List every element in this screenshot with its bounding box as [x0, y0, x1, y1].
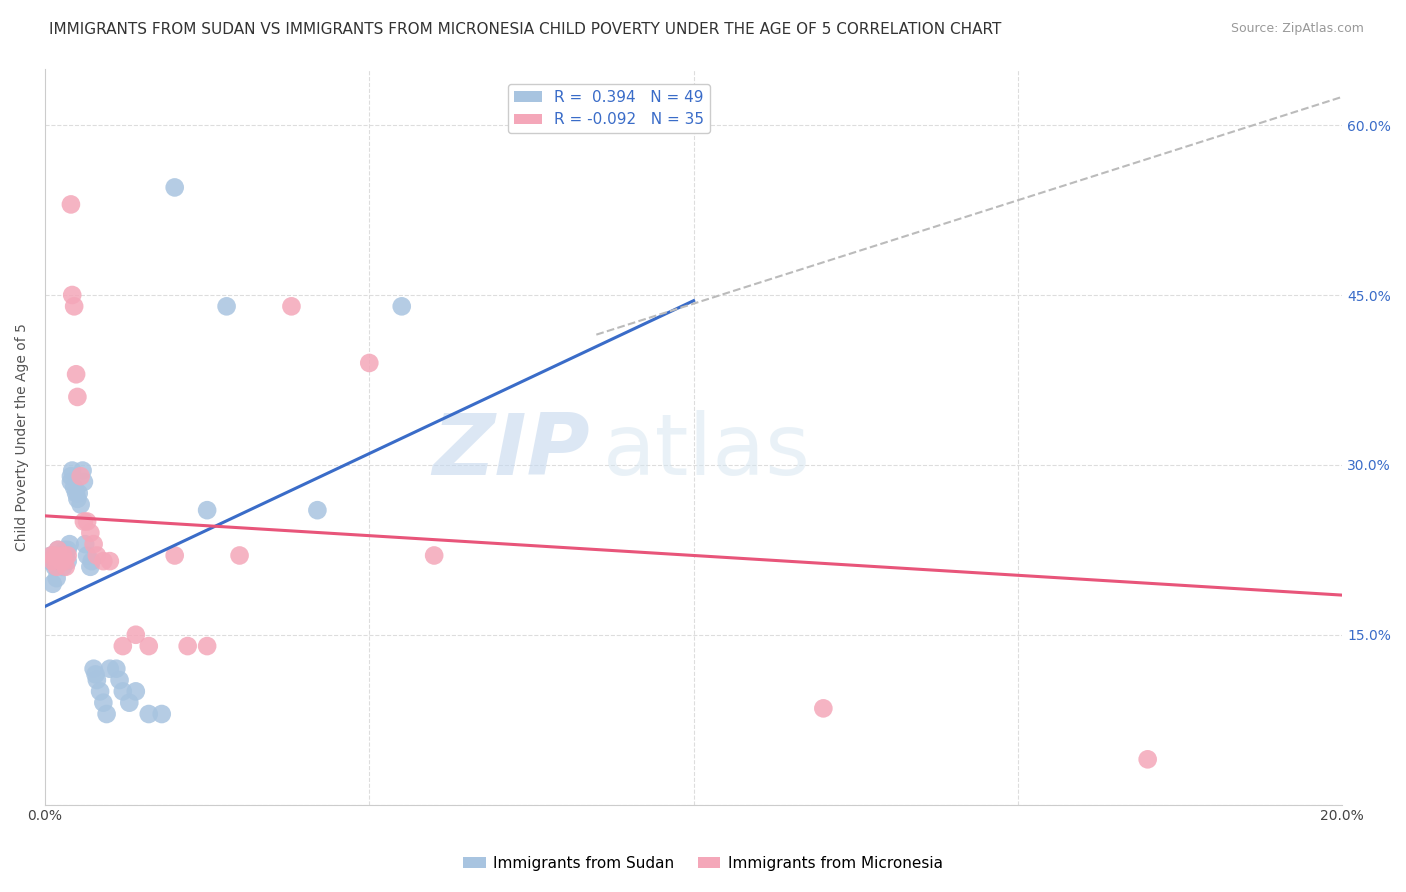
Point — [73, 475, 96, 489]
Point — [41, 549, 63, 563]
Point — [79, 525, 101, 540]
Point — [59, 537, 82, 551]
Point — [56, 554, 79, 568]
Point — [72, 464, 94, 478]
Point — [69, 498, 91, 512]
Point — [44, 559, 66, 574]
Point — [86, 549, 108, 563]
Point — [46, 542, 69, 557]
Point — [45, 559, 67, 574]
Point — [83, 662, 105, 676]
Point — [59, 469, 82, 483]
Point — [79, 559, 101, 574]
Point — [41, 549, 63, 563]
Point — [51, 554, 73, 568]
Point — [176, 639, 198, 653]
Point — [105, 662, 128, 676]
Point — [53, 542, 76, 557]
Point — [51, 554, 73, 568]
Point — [55, 549, 77, 563]
Text: atlas: atlas — [603, 409, 811, 492]
Point — [76, 515, 98, 529]
Point — [111, 639, 134, 653]
Point — [52, 549, 75, 563]
Point — [60, 464, 83, 478]
Point — [39, 554, 62, 568]
Point — [75, 537, 97, 551]
Point — [83, 537, 105, 551]
Point — [42, 576, 65, 591]
Point — [51, 549, 73, 563]
Point — [55, 559, 77, 574]
Point — [65, 368, 87, 382]
Point — [59, 197, 82, 211]
Text: Source: ZipAtlas.com: Source: ZipAtlas.com — [1230, 22, 1364, 36]
Point — [76, 549, 98, 563]
Point — [46, 542, 69, 557]
Point — [53, 554, 76, 568]
Point — [111, 684, 134, 698]
Point — [66, 390, 89, 404]
Point — [138, 706, 160, 721]
Point — [89, 684, 111, 698]
Point — [280, 299, 302, 313]
Point — [67, 486, 90, 500]
Point — [60, 288, 83, 302]
Point — [56, 549, 79, 563]
Point — [69, 469, 91, 483]
Point — [215, 299, 238, 313]
Point — [65, 486, 87, 500]
Point — [93, 696, 115, 710]
Point — [63, 299, 86, 313]
Point — [98, 554, 121, 568]
Point — [1136, 752, 1159, 766]
Point — [84, 667, 107, 681]
Point — [118, 696, 141, 710]
Point — [150, 706, 173, 721]
Point — [59, 475, 82, 489]
Point — [73, 515, 96, 529]
Point — [45, 571, 67, 585]
Point — [53, 554, 76, 568]
Point — [423, 549, 446, 563]
Point — [813, 701, 835, 715]
Point — [195, 639, 218, 653]
Point — [138, 639, 160, 653]
Point — [44, 549, 66, 563]
Point — [86, 673, 108, 687]
Point — [125, 628, 148, 642]
Point — [56, 542, 79, 557]
Point — [195, 503, 218, 517]
Point — [163, 549, 186, 563]
Point — [307, 503, 329, 517]
Point — [125, 684, 148, 698]
Point — [163, 180, 186, 194]
Text: ZIP: ZIP — [432, 409, 591, 492]
Point — [108, 673, 131, 687]
Point — [96, 706, 118, 721]
Point — [42, 554, 65, 568]
Point — [48, 550, 70, 565]
Point — [93, 554, 115, 568]
Point — [228, 549, 250, 563]
Point — [80, 554, 103, 568]
Point — [52, 559, 75, 574]
Y-axis label: Child Poverty Under the Age of 5: Child Poverty Under the Age of 5 — [15, 323, 30, 550]
Point — [391, 299, 413, 313]
Text: IMMIGRANTS FROM SUDAN VS IMMIGRANTS FROM MICRONESIA CHILD POVERTY UNDER THE AGE : IMMIGRANTS FROM SUDAN VS IMMIGRANTS FROM… — [49, 22, 1001, 37]
Point — [63, 481, 86, 495]
Legend: Immigrants from Sudan, Immigrants from Micronesia: Immigrants from Sudan, Immigrants from M… — [457, 850, 949, 877]
Point — [98, 662, 121, 676]
Point — [66, 491, 89, 506]
Point — [359, 356, 381, 370]
Legend: R =  0.394   N = 49, R = -0.092   N = 35: R = 0.394 N = 49, R = -0.092 N = 35 — [509, 84, 710, 134]
